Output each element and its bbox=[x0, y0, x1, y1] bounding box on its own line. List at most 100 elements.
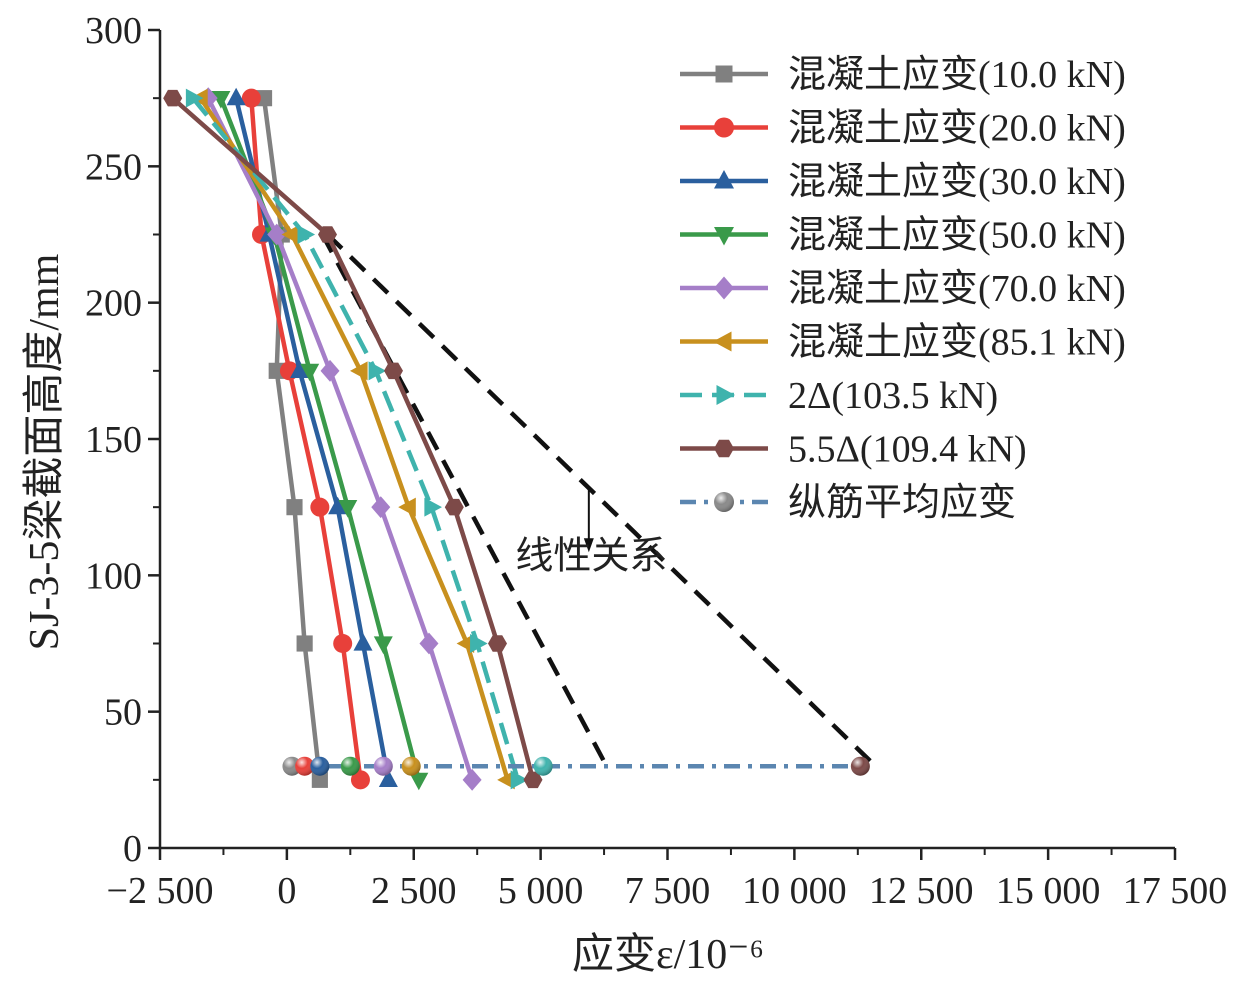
legend-marker bbox=[714, 492, 734, 512]
data-point bbox=[350, 770, 370, 790]
data-point bbox=[163, 89, 183, 107]
legend-label: 混凝土应变(85.1 kN) bbox=[788, 322, 1126, 364]
data-point bbox=[333, 634, 353, 653]
data-point bbox=[368, 361, 387, 381]
data-point bbox=[286, 499, 303, 516]
legend-label: 5.5Δ(109.4 kN) bbox=[788, 429, 1027, 471]
legend-label: 混凝土应变(30.0 kN) bbox=[788, 161, 1126, 203]
data-point bbox=[281, 225, 300, 244]
legend-item: 混凝土应变(70.0 kN) bbox=[680, 268, 1126, 310]
series-line bbox=[171, 96, 536, 781]
data-point bbox=[297, 225, 316, 244]
series-line bbox=[249, 98, 363, 781]
legend: 混凝土应变(10.0 kN) 混凝土应变(20.0 kN) 混凝土应变(30.0 k… bbox=[680, 54, 1126, 524]
legend-label: 混凝土应变(20.0 kN) bbox=[788, 108, 1126, 150]
sphere-shade bbox=[533, 756, 553, 776]
x-tick-label: 10 000 bbox=[742, 870, 847, 912]
series-group bbox=[163, 87, 870, 791]
series-line bbox=[206, 97, 475, 781]
data-point bbox=[310, 497, 330, 517]
series-5 bbox=[198, 87, 482, 791]
series-line bbox=[191, 96, 520, 781]
data-point bbox=[470, 634, 488, 653]
data-point bbox=[523, 771, 543, 789]
x-tick-label: 2 500 bbox=[371, 870, 457, 912]
data-point bbox=[320, 359, 340, 382]
data-point bbox=[338, 500, 358, 518]
x-axis-title: 应变ε/10⁻⁶ bbox=[572, 931, 764, 978]
y-tick-label: 250 bbox=[85, 146, 142, 188]
data-point bbox=[424, 497, 442, 517]
sphere-shade bbox=[401, 756, 421, 776]
series-3 bbox=[226, 87, 398, 787]
sphere-shade bbox=[340, 756, 360, 776]
series-7 bbox=[185, 88, 529, 790]
data-point bbox=[850, 756, 870, 776]
data-point bbox=[267, 223, 287, 246]
series-line bbox=[198, 96, 510, 781]
data-point bbox=[310, 756, 330, 776]
data-point bbox=[497, 770, 515, 790]
data-point bbox=[311, 771, 328, 788]
legend-marker bbox=[714, 117, 734, 138]
y-tick-label: 50 bbox=[104, 692, 142, 734]
x-tick-label: 5 000 bbox=[498, 870, 584, 912]
data-point bbox=[268, 362, 285, 379]
axes: −2 500 0 2 500 5 000 7 500 10 000 12 500 15 000… bbox=[22, 10, 1227, 978]
series-9 bbox=[282, 756, 870, 776]
sphere-shade bbox=[850, 756, 870, 776]
data-point bbox=[462, 768, 482, 791]
data-point bbox=[488, 635, 507, 652]
legend-marker bbox=[713, 331, 732, 352]
data-point bbox=[185, 88, 204, 108]
series-6 bbox=[190, 88, 515, 790]
y-tick-label: 0 bbox=[123, 828, 142, 870]
legend-item: 混凝土应变(85.1 kN) bbox=[680, 322, 1126, 364]
data-point bbox=[295, 756, 315, 776]
x-tick-label: 0 bbox=[277, 870, 296, 912]
legend-item: 纵筋平均应变 bbox=[680, 482, 1016, 524]
data-point bbox=[384, 362, 403, 380]
data-point bbox=[510, 770, 529, 790]
data-point bbox=[456, 634, 475, 653]
legend-item: 5.5Δ(109.4 kN) bbox=[680, 429, 1027, 471]
data-point bbox=[419, 632, 439, 655]
legend-marker bbox=[714, 276, 734, 300]
data-point bbox=[226, 87, 246, 106]
sphere-shade bbox=[373, 756, 393, 776]
sphere-shade bbox=[714, 492, 734, 512]
data-point bbox=[533, 756, 553, 776]
legend-label: 纵筋平均应变 bbox=[788, 482, 1016, 524]
legend-label: 2Δ(103.5 kN) bbox=[788, 375, 998, 417]
legend-label: 混凝土应变(50.0 kN) bbox=[788, 215, 1126, 257]
data-point bbox=[373, 636, 393, 654]
data-point bbox=[350, 361, 368, 381]
legend-item: 2Δ(103.5 kN) bbox=[680, 375, 998, 417]
y-tick-label: 100 bbox=[85, 555, 142, 597]
sphere-shade bbox=[295, 756, 315, 776]
legend-item: 混凝土应变(50.0 kN) bbox=[680, 215, 1126, 257]
legend-label: 混凝土应变(10.0 kN) bbox=[788, 54, 1126, 96]
x-tick-label: 15 000 bbox=[996, 870, 1101, 912]
data-point bbox=[401, 756, 421, 776]
data-point bbox=[300, 363, 320, 382]
data-point bbox=[398, 497, 416, 517]
data-point bbox=[353, 633, 373, 651]
data-point bbox=[378, 769, 398, 787]
legend-marker bbox=[714, 227, 734, 246]
sphere-shade bbox=[310, 756, 330, 776]
annotation-label: 线性关系 bbox=[515, 535, 667, 577]
legend-item: 混凝土应变(10.0 kN) bbox=[680, 54, 1126, 96]
y-tick-label: 300 bbox=[85, 10, 142, 52]
x-tick-label: −2 500 bbox=[107, 870, 214, 912]
data-point bbox=[373, 756, 393, 776]
y-tick-label: 200 bbox=[85, 283, 142, 325]
data-point bbox=[371, 496, 391, 519]
data-point bbox=[409, 772, 429, 791]
data-point bbox=[340, 756, 360, 776]
data-point bbox=[328, 496, 348, 515]
x-tick-label: 7 500 bbox=[625, 870, 711, 912]
legend-marker bbox=[714, 170, 734, 189]
annotations: 线性关系 bbox=[515, 487, 667, 577]
